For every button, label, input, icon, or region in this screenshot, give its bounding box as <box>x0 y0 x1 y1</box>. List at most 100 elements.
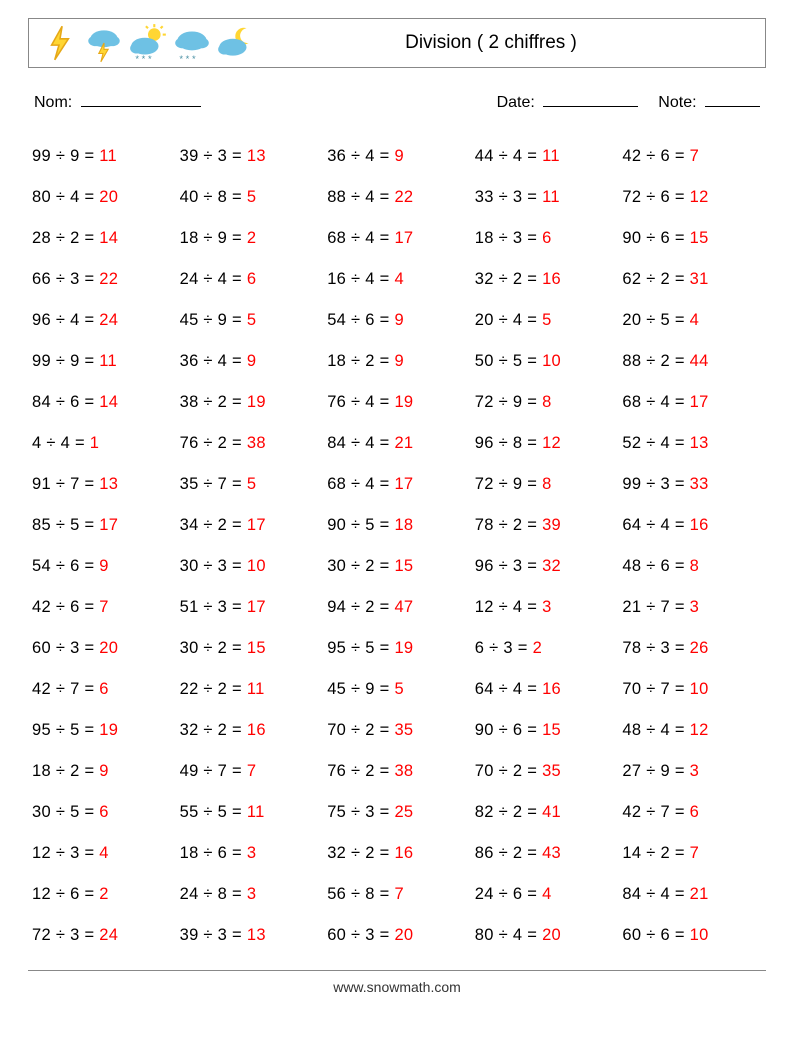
expression: 54 ÷ 6 = <box>327 311 394 329</box>
expression: 48 ÷ 4 = <box>622 721 689 739</box>
expression: 49 ÷ 7 = <box>180 762 247 780</box>
expression: 42 ÷ 7 = <box>32 680 99 698</box>
problem-cell: 12 ÷ 3 = 4 <box>32 833 172 874</box>
expression: 90 ÷ 6 = <box>622 229 689 247</box>
answer: 9 <box>247 352 256 370</box>
problem-cell: 76 ÷ 4 = 19 <box>327 382 467 423</box>
expression: 24 ÷ 4 = <box>180 270 247 288</box>
problem-cell: 52 ÷ 4 = 13 <box>622 423 762 464</box>
problem-cell: 60 ÷ 3 = 20 <box>32 628 172 669</box>
problem-cell: 18 ÷ 3 = 6 <box>475 218 615 259</box>
problem-cell: 18 ÷ 2 = 9 <box>32 751 172 792</box>
problem-cell: 18 ÷ 2 = 9 <box>327 341 467 382</box>
name-label: Nom: <box>34 94 72 111</box>
problem-cell: 94 ÷ 2 = 47 <box>327 587 467 628</box>
problem-cell: 30 ÷ 2 = 15 <box>327 546 467 587</box>
expression: 64 ÷ 4 = <box>622 516 689 534</box>
expression: 44 ÷ 4 = <box>475 147 542 165</box>
problem-cell: 62 ÷ 2 = 31 <box>622 259 762 300</box>
note-blank <box>705 90 760 107</box>
problem-cell: 60 ÷ 6 = 10 <box>622 915 762 956</box>
expression: 62 ÷ 2 = <box>622 270 689 288</box>
answer: 47 <box>394 598 413 616</box>
problem-cell: 99 ÷ 9 = 11 <box>32 341 172 382</box>
expression: 18 ÷ 6 = <box>180 844 247 862</box>
worksheet-title: Division ( 2 chiffres ) <box>257 32 755 54</box>
answer: 19 <box>394 639 413 657</box>
problem-cell: 12 ÷ 6 = 2 <box>32 874 172 915</box>
answer: 5 <box>247 188 256 206</box>
expression: 76 ÷ 4 = <box>327 393 394 411</box>
answer: 20 <box>99 639 118 657</box>
info-row: Nom: Date: Note: <box>28 90 766 112</box>
expression: 68 ÷ 4 = <box>327 475 394 493</box>
problem-cell: 96 ÷ 8 = 12 <box>475 423 615 464</box>
expression: 78 ÷ 3 = <box>622 639 689 657</box>
problem-cell: 20 ÷ 5 = 4 <box>622 300 762 341</box>
problem-cell: 30 ÷ 2 = 15 <box>180 628 320 669</box>
answer: 7 <box>394 885 403 903</box>
answer: 12 <box>542 434 561 452</box>
problem-cell: 16 ÷ 4 = 4 <box>327 259 467 300</box>
answer: 17 <box>247 598 266 616</box>
expression: 39 ÷ 3 = <box>180 147 247 165</box>
answer: 41 <box>542 803 561 821</box>
answer: 13 <box>99 475 118 493</box>
answer: 3 <box>690 762 699 780</box>
answer: 38 <box>247 434 266 452</box>
answer: 13 <box>247 926 266 944</box>
expression: 22 ÷ 2 = <box>180 680 247 698</box>
problem-cell: 48 ÷ 4 = 12 <box>622 710 762 751</box>
answer: 12 <box>690 188 709 206</box>
answer: 12 <box>690 721 709 739</box>
problem-cell: 4 ÷ 4 = 1 <box>32 423 172 464</box>
expression: 45 ÷ 9 = <box>327 680 394 698</box>
answer: 44 <box>690 352 709 370</box>
answer: 6 <box>690 803 699 821</box>
expression: 30 ÷ 3 = <box>180 557 247 575</box>
answer: 9 <box>394 352 403 370</box>
answer: 4 <box>542 885 551 903</box>
answer: 43 <box>542 844 561 862</box>
answer: 24 <box>99 926 118 944</box>
expression: 68 ÷ 4 = <box>327 229 394 247</box>
expression: 18 ÷ 2 = <box>32 762 99 780</box>
expression: 72 ÷ 3 = <box>32 926 99 944</box>
problem-cell: 84 ÷ 4 = 21 <box>622 874 762 915</box>
answer: 20 <box>542 926 561 944</box>
expression: 30 ÷ 5 = <box>32 803 99 821</box>
answer: 8 <box>690 557 699 575</box>
problem-cell: 39 ÷ 3 = 13 <box>180 915 320 956</box>
problem-cell: 95 ÷ 5 = 19 <box>32 710 172 751</box>
expression: 86 ÷ 2 = <box>475 844 542 862</box>
answer: 10 <box>690 680 709 698</box>
answer: 8 <box>542 393 551 411</box>
answer: 15 <box>690 229 709 247</box>
expression: 50 ÷ 5 = <box>475 352 542 370</box>
expression: 99 ÷ 9 = <box>32 352 99 370</box>
answer: 35 <box>394 721 413 739</box>
answer: 35 <box>542 762 561 780</box>
answer: 3 <box>247 885 256 903</box>
name-field: Nom: <box>34 90 497 112</box>
problems-grid: 99 ÷ 9 = 1139 ÷ 3 = 1336 ÷ 4 = 944 ÷ 4 =… <box>28 136 766 956</box>
problem-cell: 42 ÷ 7 = 6 <box>32 669 172 710</box>
answer: 22 <box>99 270 118 288</box>
answer: 4 <box>394 270 403 288</box>
problem-cell: 72 ÷ 3 = 24 <box>32 915 172 956</box>
date-blank <box>543 90 638 107</box>
answer: 22 <box>394 188 413 206</box>
answer: 20 <box>99 188 118 206</box>
answer: 14 <box>99 229 118 247</box>
expression: 84 ÷ 4 = <box>622 885 689 903</box>
problem-cell: 22 ÷ 2 = 11 <box>180 669 320 710</box>
expression: 96 ÷ 4 = <box>32 311 99 329</box>
problem-cell: 45 ÷ 9 = 5 <box>327 669 467 710</box>
problem-cell: 80 ÷ 4 = 20 <box>32 177 172 218</box>
header-box: * * * * * * Division ( 2 chiffres ) <box>28 18 766 68</box>
expression: 30 ÷ 2 = <box>327 557 394 575</box>
problem-cell: 54 ÷ 6 = 9 <box>327 300 467 341</box>
problem-cell: 72 ÷ 9 = 8 <box>475 382 615 423</box>
problem-cell: 95 ÷ 5 = 19 <box>327 628 467 669</box>
problem-cell: 96 ÷ 3 = 32 <box>475 546 615 587</box>
